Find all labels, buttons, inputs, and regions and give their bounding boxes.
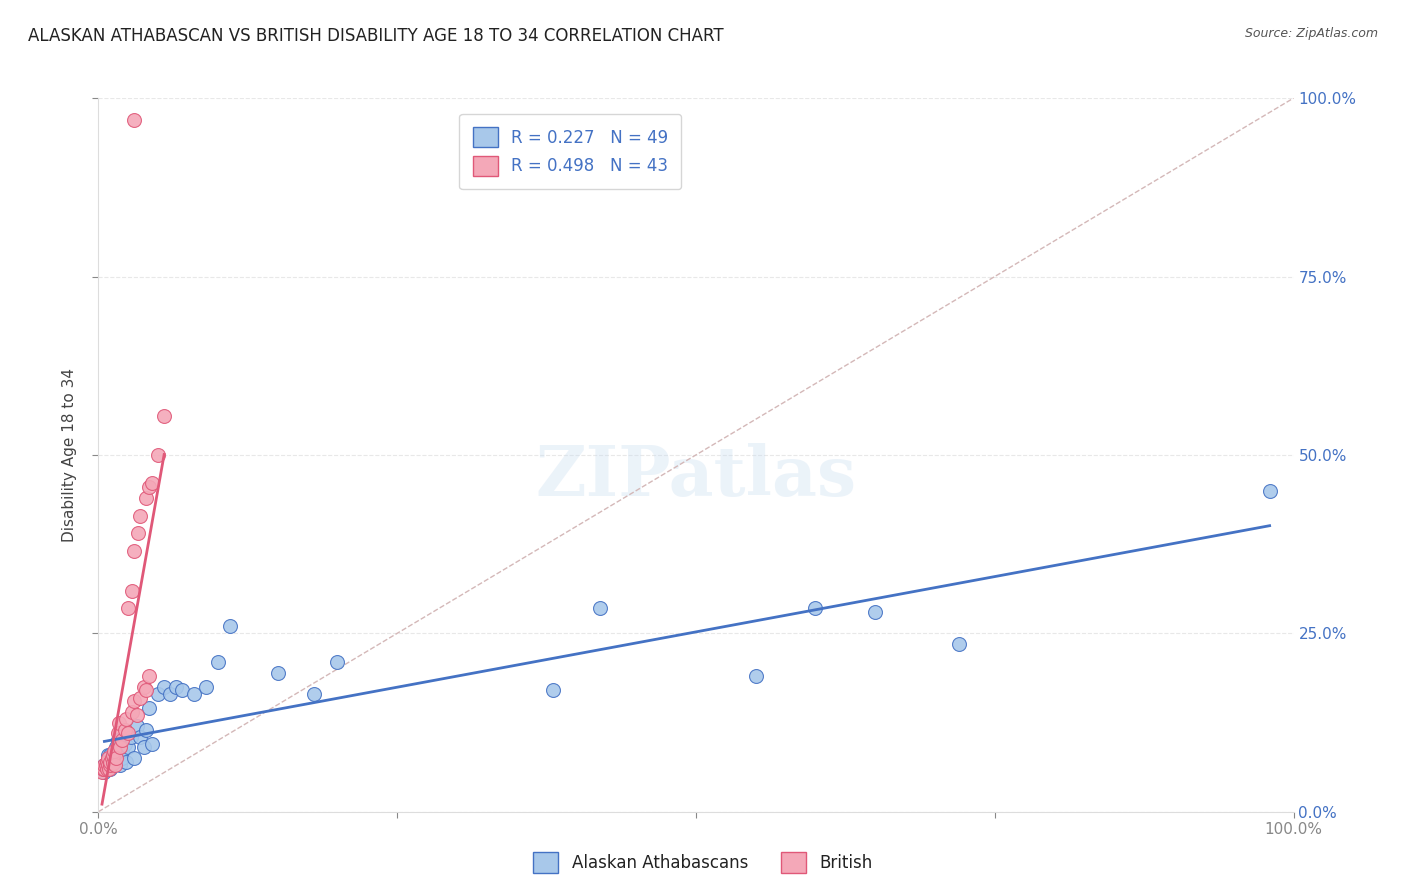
Point — [132, 680, 155, 694]
Point — [101, 756, 124, 771]
Point — [107, 726, 129, 740]
Legend: Alaskan Athabascans, British: Alaskan Athabascans, British — [526, 846, 880, 880]
Point — [93, 758, 115, 772]
Point — [103, 747, 125, 762]
Point — [589, 601, 612, 615]
Point — [101, 747, 124, 762]
Point — [127, 526, 149, 541]
Point — [129, 508, 152, 523]
Point — [124, 112, 146, 127]
Point — [135, 683, 157, 698]
Point — [124, 751, 146, 765]
Point — [93, 758, 115, 772]
Point — [138, 669, 160, 683]
Text: ALASKAN ATHABASCAN VS BRITISH DISABILITY AGE 18 TO 34 CORRELATION CHART: ALASKAN ATHABASCAN VS BRITISH DISABILITY… — [28, 27, 724, 45]
Point — [129, 690, 152, 705]
Point — [98, 762, 122, 776]
Point — [172, 683, 194, 698]
Point — [108, 758, 131, 772]
Point — [98, 747, 122, 762]
Point — [863, 605, 887, 619]
Point — [98, 758, 122, 772]
Point — [91, 765, 114, 780]
Legend: R = 0.227   N = 49, R = 0.498   N = 43: R = 0.227 N = 49, R = 0.498 N = 43 — [460, 113, 682, 189]
Point — [91, 762, 114, 776]
Point — [124, 544, 146, 558]
Point — [129, 730, 152, 744]
Point — [121, 705, 143, 719]
Point — [267, 665, 290, 680]
Point — [153, 409, 176, 423]
Point — [117, 726, 139, 740]
Text: ZIPatlas: ZIPatlas — [536, 442, 856, 510]
Point — [141, 476, 163, 491]
Point — [219, 619, 242, 633]
Point — [148, 687, 170, 701]
Point — [114, 737, 136, 751]
Point — [115, 755, 138, 769]
Point — [98, 755, 122, 769]
Point — [93, 762, 115, 776]
Point — [194, 680, 218, 694]
Point — [125, 708, 148, 723]
Point — [97, 758, 120, 772]
Point — [98, 762, 121, 776]
Point — [117, 740, 139, 755]
Y-axis label: Disability Age 18 to 34: Disability Age 18 to 34 — [62, 368, 77, 542]
Point — [93, 765, 115, 780]
Point — [101, 756, 124, 771]
Point — [97, 747, 120, 762]
Point — [804, 601, 827, 615]
Point — [141, 737, 163, 751]
Point — [100, 751, 122, 765]
Point — [132, 740, 155, 755]
Point — [135, 723, 157, 737]
Point — [125, 719, 148, 733]
Point — [1258, 483, 1281, 498]
Point — [124, 694, 146, 708]
Point — [98, 758, 121, 772]
Point — [96, 755, 118, 769]
Point — [159, 687, 181, 701]
Point — [111, 733, 134, 747]
Point — [97, 751, 120, 765]
Point — [117, 601, 139, 615]
Point — [165, 680, 187, 694]
Point — [105, 740, 128, 755]
Point — [104, 758, 127, 772]
Point — [105, 755, 128, 769]
Point — [97, 751, 120, 765]
Point — [207, 655, 229, 669]
Point — [107, 733, 129, 747]
Point — [105, 751, 128, 765]
Text: Source: ZipAtlas.com: Source: ZipAtlas.com — [1244, 27, 1378, 40]
Point — [96, 762, 118, 776]
Point — [183, 687, 205, 701]
Point — [114, 723, 136, 737]
Point — [302, 687, 325, 701]
Point — [103, 744, 125, 758]
Point — [326, 655, 349, 669]
Point — [98, 755, 122, 769]
Point — [108, 740, 131, 755]
Point — [111, 751, 134, 765]
Point — [745, 669, 768, 683]
Point — [138, 480, 160, 494]
Point — [107, 715, 129, 730]
Point — [111, 744, 134, 758]
Point — [148, 448, 170, 462]
Point — [541, 683, 564, 698]
Point — [138, 701, 160, 715]
Point — [135, 491, 157, 505]
Point — [115, 712, 138, 726]
Point — [96, 755, 118, 769]
Point — [153, 680, 176, 694]
Point — [948, 637, 970, 651]
Point — [101, 751, 124, 765]
Point — [121, 583, 143, 598]
Point — [107, 744, 129, 758]
Point — [94, 758, 117, 772]
Point — [120, 730, 142, 744]
